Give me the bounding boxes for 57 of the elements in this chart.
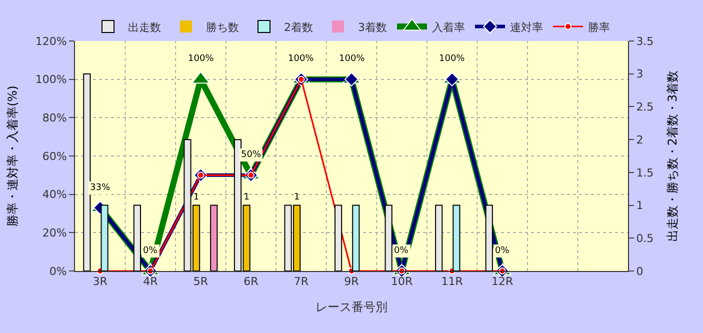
y2-tick-label: 2 <box>636 133 644 146</box>
y-axis-title: 勝率・連対率・入着率(%) <box>6 86 20 226</box>
x-tick-label: 11R <box>441 275 464 288</box>
data-label: 100% <box>288 54 314 64</box>
legend-label: 2着数 <box>284 20 313 34</box>
y2-tick-label: 0 <box>636 264 644 278</box>
data-label: 1 <box>294 192 300 202</box>
y-tick-label: 0% <box>49 264 67 278</box>
x-tick-label: 6R <box>244 275 259 288</box>
bar <box>334 204 342 271</box>
legend-label: 入着率 <box>432 20 465 34</box>
y-tick-label: 60% <box>42 150 67 163</box>
bar <box>384 204 392 271</box>
y2-axis-title: 出走数・勝ち数・2着数・3着数 <box>666 70 680 242</box>
y2-tick-label: 1 <box>636 199 644 212</box>
x-tick-label: 3R <box>92 275 108 288</box>
y2-tick-label: 0.5 <box>636 232 654 245</box>
bar <box>435 204 443 271</box>
data-label: 100% <box>339 54 366 64</box>
data-label: 50% <box>241 150 262 160</box>
data-label: 1 <box>193 192 200 202</box>
legend-label: 連対率 <box>510 20 543 34</box>
point <box>445 72 460 86</box>
data-label: 0% <box>495 246 510 256</box>
bar <box>485 204 493 271</box>
bar <box>210 204 218 271</box>
data-label: 100% <box>188 54 214 64</box>
y-tick-label: 120% <box>35 34 67 48</box>
legend-label: 勝ち数 <box>206 20 239 34</box>
legend-label: 3着数 <box>358 20 387 34</box>
y2-tick-label: 3.5 <box>636 34 654 48</box>
data-label: 33% <box>90 183 110 193</box>
y-tick-label: 80% <box>42 112 67 125</box>
bar <box>352 204 360 271</box>
legend-label: 勝率 <box>588 20 610 34</box>
x-tick-label: 5R <box>193 275 208 288</box>
y-tick-label: 40% <box>42 188 67 202</box>
x-tick-label: 12R <box>492 275 514 288</box>
legend-label: 出走数 <box>128 20 161 34</box>
y2-tick-label: 3 <box>636 68 644 81</box>
x-tick-label: 10R <box>390 275 413 288</box>
x-tick-label: 4R <box>143 275 158 288</box>
data-label: 1 <box>244 192 250 202</box>
x-tick-label: 9R <box>344 275 360 288</box>
data-label: 0% <box>394 246 409 256</box>
x-tick-label: 7R <box>294 275 309 288</box>
data-label: 100% <box>439 54 466 64</box>
bar <box>133 204 142 271</box>
point <box>344 72 358 86</box>
y-tick-label: 100% <box>35 73 67 86</box>
y2-tick-label: 1.5 <box>636 166 654 180</box>
data-label: 0% <box>143 246 158 256</box>
bar <box>83 73 91 271</box>
x-axis-title: レース番号別 <box>316 300 388 314</box>
y2-tick-label: 2.5 <box>636 100 654 114</box>
bar <box>452 204 460 271</box>
y-tick-label: 20% <box>42 226 67 240</box>
